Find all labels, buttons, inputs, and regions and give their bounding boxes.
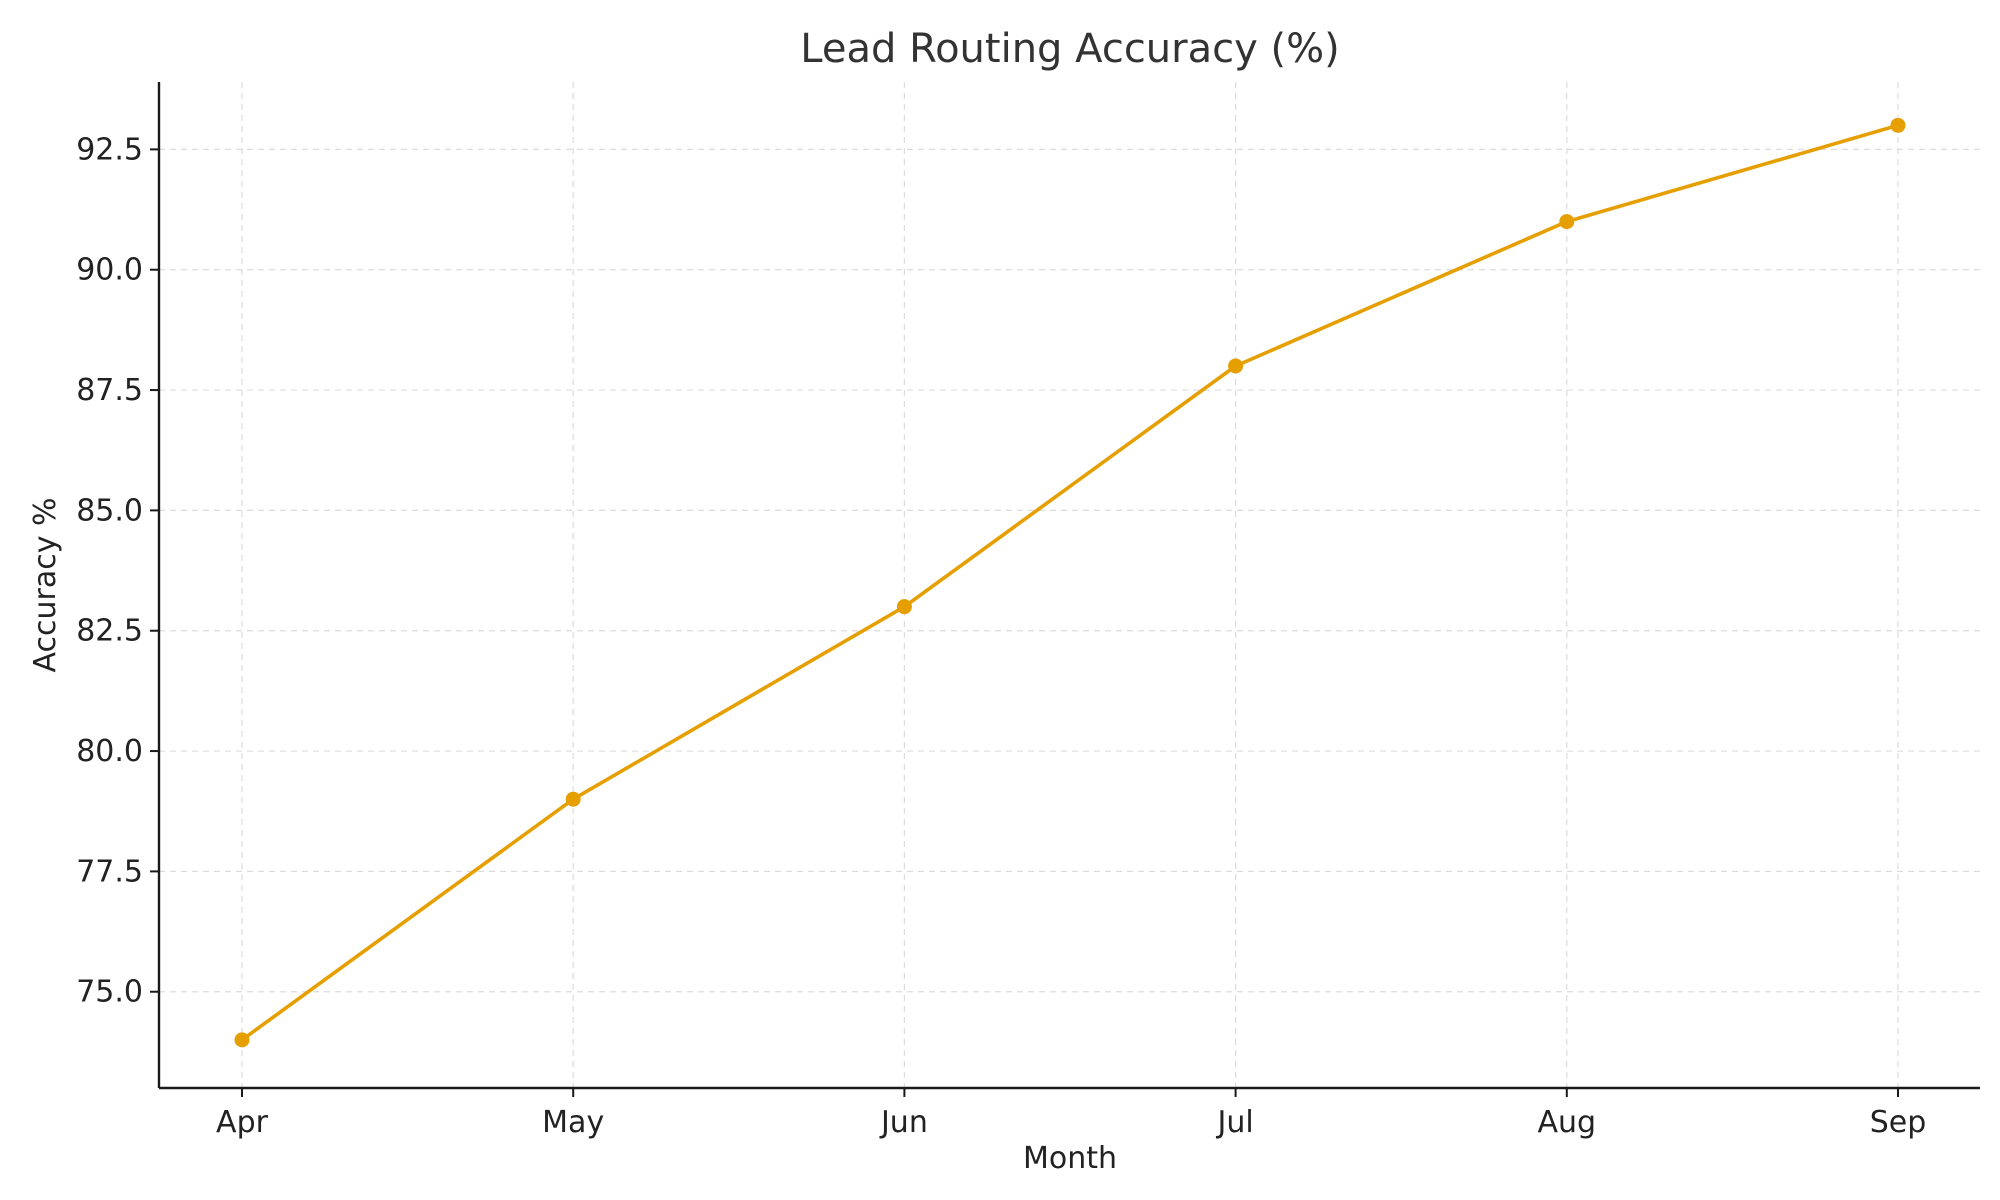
- series-layer: [234, 117, 1906, 1048]
- x-tick-label: Jul: [1215, 1105, 1253, 1140]
- x-tick-label: Apr: [216, 1105, 269, 1140]
- y-tick-label: 82.5: [76, 614, 143, 649]
- data-point: [234, 1032, 250, 1048]
- y-tick-label: 80.0: [76, 734, 143, 769]
- series-line: [240, 123, 1900, 1042]
- x-tick-label: Aug: [1538, 1105, 1597, 1140]
- data-point: [896, 599, 912, 615]
- axes: [157, 82, 1980, 1090]
- y-axis-title: Accuracy %: [28, 497, 63, 672]
- grid: [159, 82, 1980, 1088]
- data-point: [1890, 117, 1906, 133]
- x-axis-title: Month: [1023, 1141, 1117, 1176]
- data-point: [565, 791, 581, 807]
- chart-title: Lead Routing Accuracy (%): [800, 26, 1339, 72]
- x-tick-label: Sep: [1870, 1105, 1927, 1140]
- y-tick-label: 85.0: [76, 493, 143, 528]
- y-tick-label: 90.0: [76, 253, 143, 288]
- x-tick-label: Jun: [879, 1105, 928, 1140]
- y-tick-label: 77.5: [76, 854, 143, 889]
- data-point: [1228, 358, 1244, 374]
- x-tick-label: May: [542, 1105, 604, 1140]
- ticks: 75.0 77.5 80.0 82.5 85.0 87.5 90.0 92.5 Apr May Ju…: [76, 132, 1926, 1140]
- y-tick-label: 92.5: [76, 132, 143, 167]
- y-tick-label: 75.0: [76, 975, 143, 1010]
- y-tick-label: 87.5: [76, 373, 143, 408]
- data-point: [1559, 214, 1575, 230]
